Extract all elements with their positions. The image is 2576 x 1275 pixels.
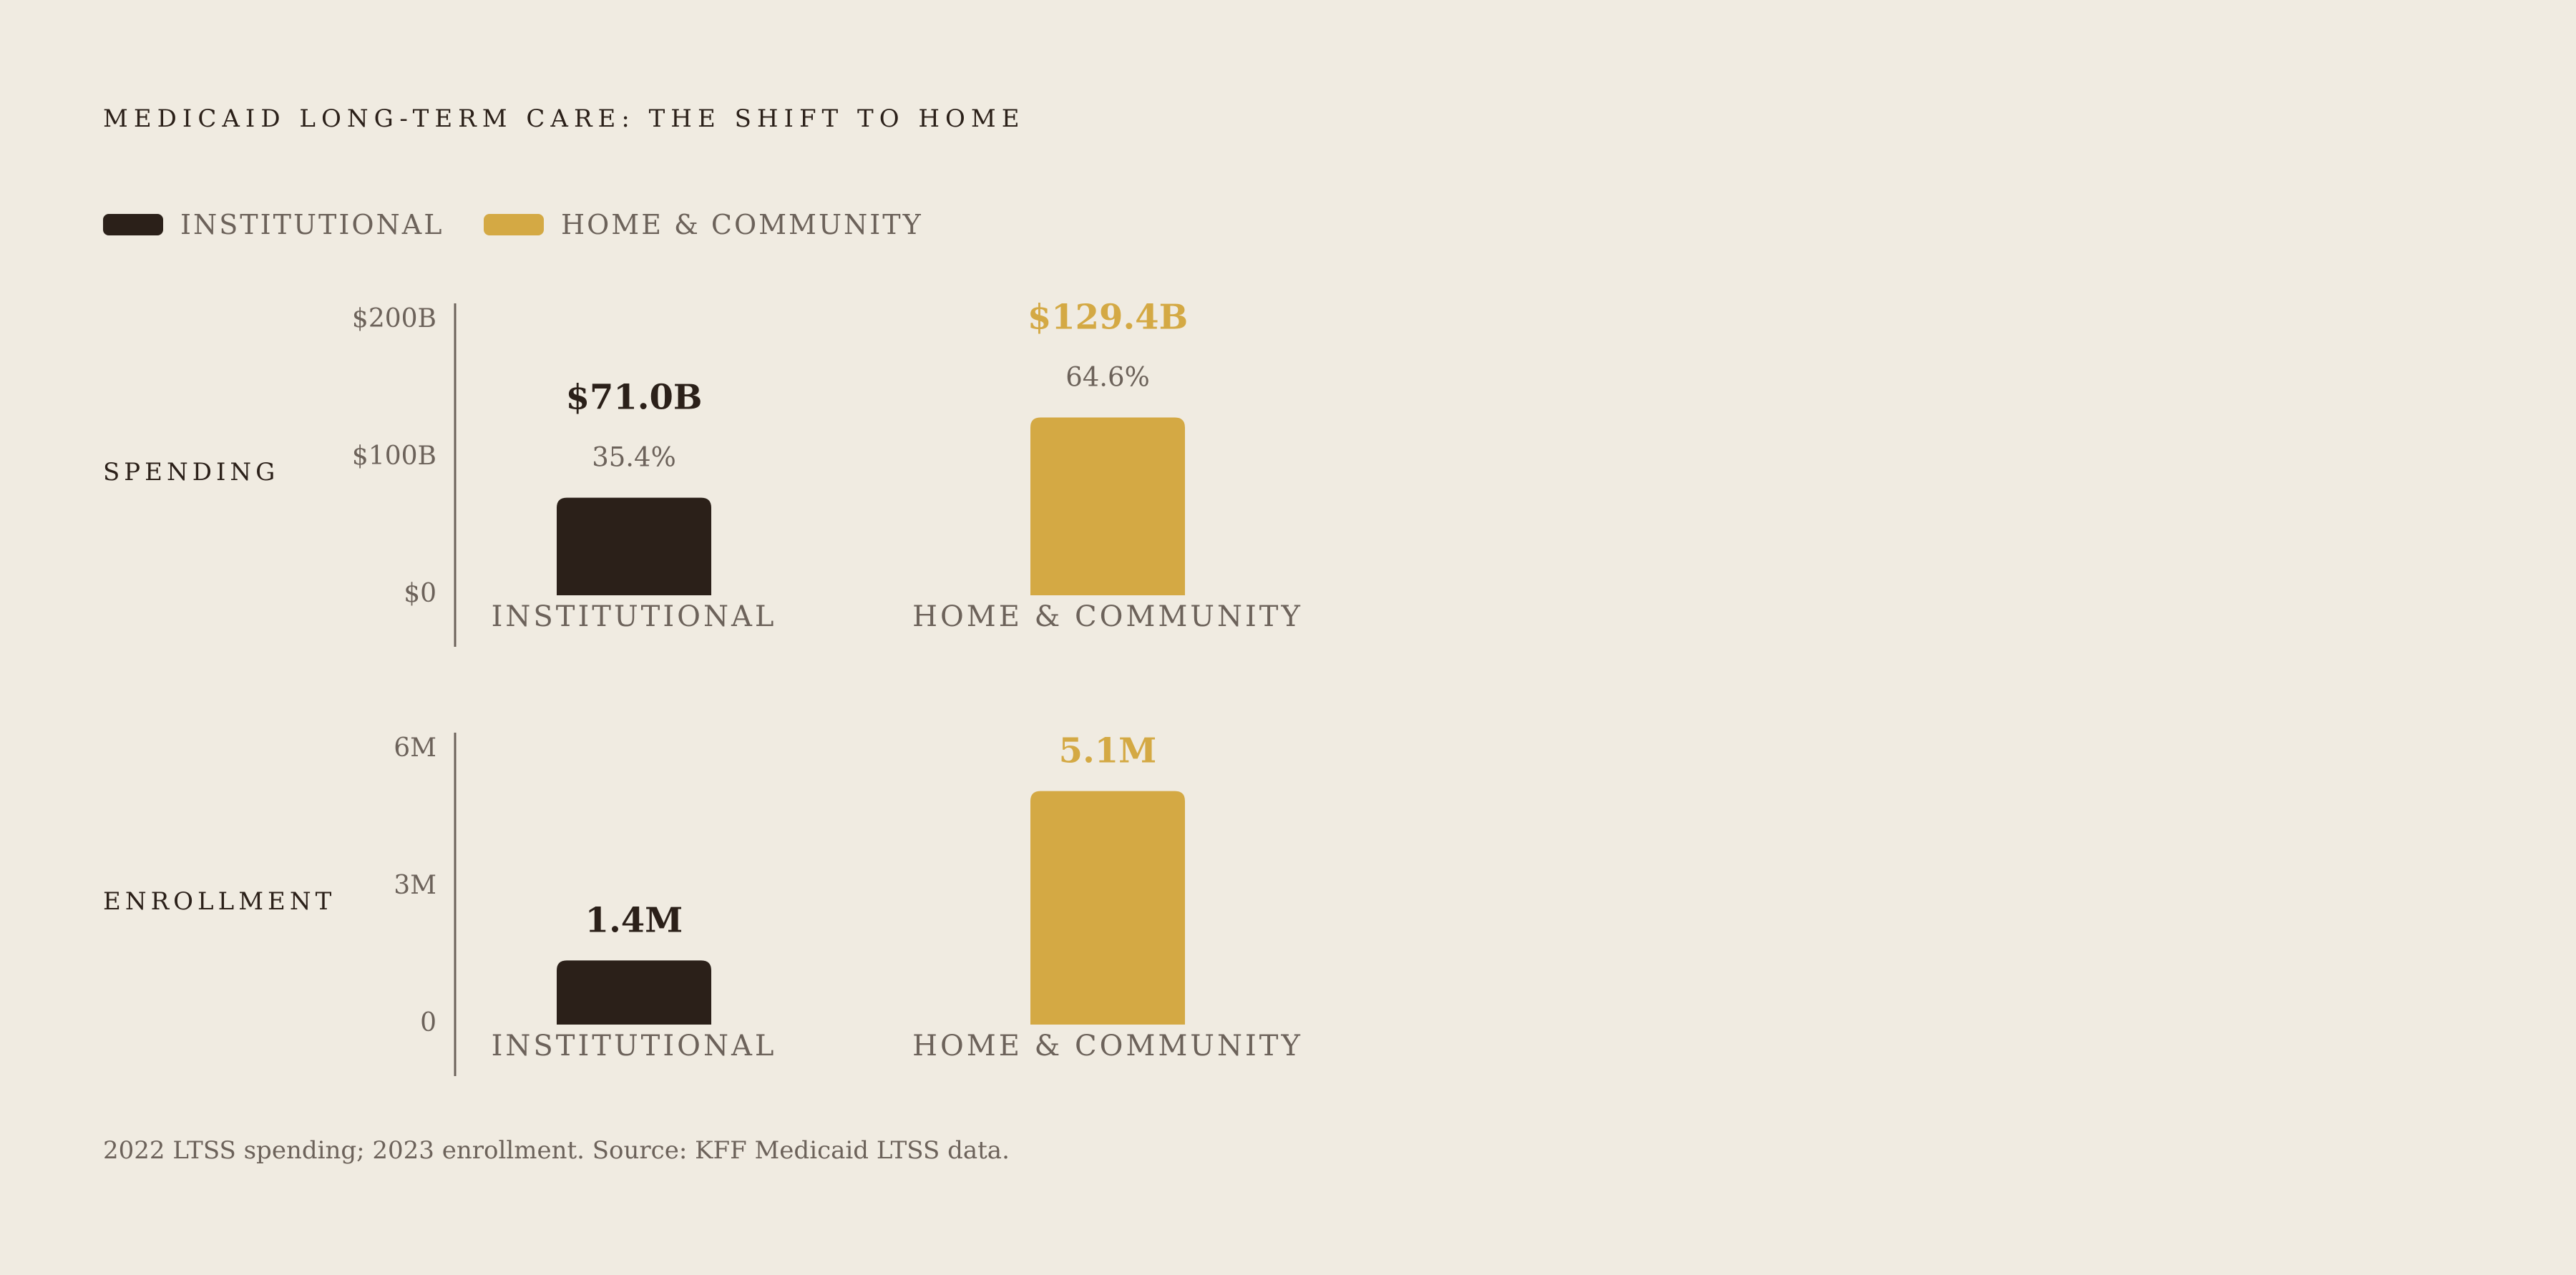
legend-swatch-home-community — [484, 214, 544, 235]
spending-value-label-home-community: $129.4B — [1028, 298, 1188, 338]
spending-y-tick-label: $100B — [352, 441, 436, 471]
spending-value-label-institutional: $71.0B — [566, 378, 703, 418]
spending-y-tick-label: $200B — [352, 304, 436, 333]
enrollment-bar-home-community — [1030, 791, 1185, 1025]
spending-y-tick-label: $0 — [404, 579, 436, 608]
enrollment-category-label-institutional: INSTITUTIONAL — [492, 1030, 777, 1062]
row-label-enrollment: ENROLLMENT — [103, 887, 336, 916]
spending-bar-institutional — [557, 497, 711, 595]
spending-share-label-institutional: 35.4% — [592, 442, 676, 473]
enrollment-bar-institutional — [557, 960, 711, 1025]
spending-share-label-home-community: 64.6% — [1065, 362, 1150, 393]
enrollment-value-label-home-community: 5.1M — [1059, 731, 1157, 771]
spending-bar-home-community — [1030, 417, 1185, 595]
enrollment-category-label-home-community: HOME & COMMUNITY — [912, 1030, 1303, 1062]
enrollment-value-label-institutional: 1.4M — [585, 900, 683, 940]
enrollment-y-tick-label: 0 — [420, 1008, 436, 1037]
spending-category-label-home-community: HOME & COMMUNITY — [912, 600, 1303, 633]
source-note: 2022 LTSS spending; 2023 enrollment. Sou… — [103, 1136, 1010, 1165]
legend-swatch-institutional — [103, 214, 163, 235]
spending-category-label-institutional: INSTITUTIONAL — [492, 600, 777, 633]
legend-label-home-community: HOME & COMMUNITY — [561, 209, 923, 240]
row-label-spending: SPENDING — [103, 458, 279, 487]
enrollment-y-tick-label: 3M — [394, 871, 436, 900]
chart-title: MEDICAID LONG-TERM CARE: THE SHIFT TO HO… — [103, 104, 1025, 133]
enrollment-y-tick-label: 6M — [394, 733, 436, 763]
legend-label-institutional: INSTITUTIONAL — [180, 209, 444, 240]
